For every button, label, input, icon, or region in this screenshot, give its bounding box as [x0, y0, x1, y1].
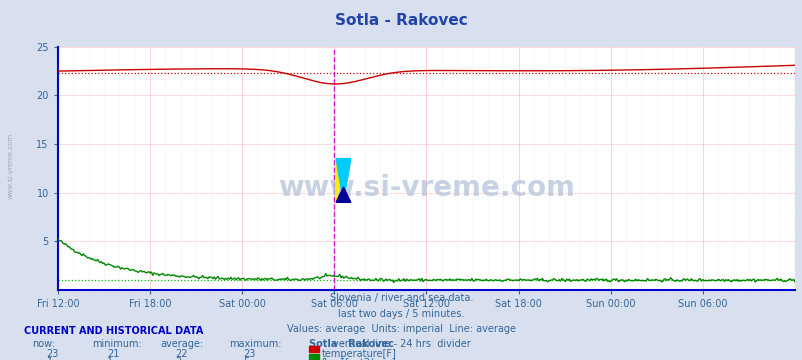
Text: www.si-vreme.com: www.si-vreme.com	[7, 132, 14, 199]
Text: 23: 23	[243, 349, 255, 359]
Text: temperature[F]: temperature[F]	[322, 349, 396, 359]
Text: now:: now:	[32, 339, 55, 350]
Text: maximum:: maximum:	[229, 339, 281, 350]
Text: Sotla - Rakovec: Sotla - Rakovec	[309, 339, 394, 350]
Text: 2: 2	[175, 357, 181, 360]
Polygon shape	[336, 158, 350, 202]
Text: Sotla - Rakovec: Sotla - Rakovec	[334, 13, 468, 28]
Text: 21: 21	[107, 349, 119, 359]
Text: 1: 1	[47, 357, 53, 360]
Text: last two days / 5 minutes.: last two days / 5 minutes.	[338, 309, 464, 319]
Text: flow[foot3/min]: flow[foot3/min]	[322, 357, 396, 360]
Text: 1: 1	[107, 357, 113, 360]
Text: 22: 22	[175, 349, 188, 359]
Text: 5: 5	[243, 357, 249, 360]
Polygon shape	[336, 158, 343, 202]
Text: minimum:: minimum:	[92, 339, 142, 350]
Text: CURRENT AND HISTORICAL DATA: CURRENT AND HISTORICAL DATA	[24, 326, 203, 336]
Text: Values: average  Units: imperial  Line: average: Values: average Units: imperial Line: av…	[286, 324, 516, 334]
Text: 23: 23	[47, 349, 59, 359]
Text: Slovenia / river and sea data.: Slovenia / river and sea data.	[330, 293, 472, 303]
Text: vertical line - 24 hrs  divider: vertical line - 24 hrs divider	[332, 339, 470, 349]
Text: www.si-vreme.com: www.si-vreme.com	[277, 174, 574, 202]
Polygon shape	[336, 187, 350, 202]
Text: average:: average:	[160, 339, 204, 350]
